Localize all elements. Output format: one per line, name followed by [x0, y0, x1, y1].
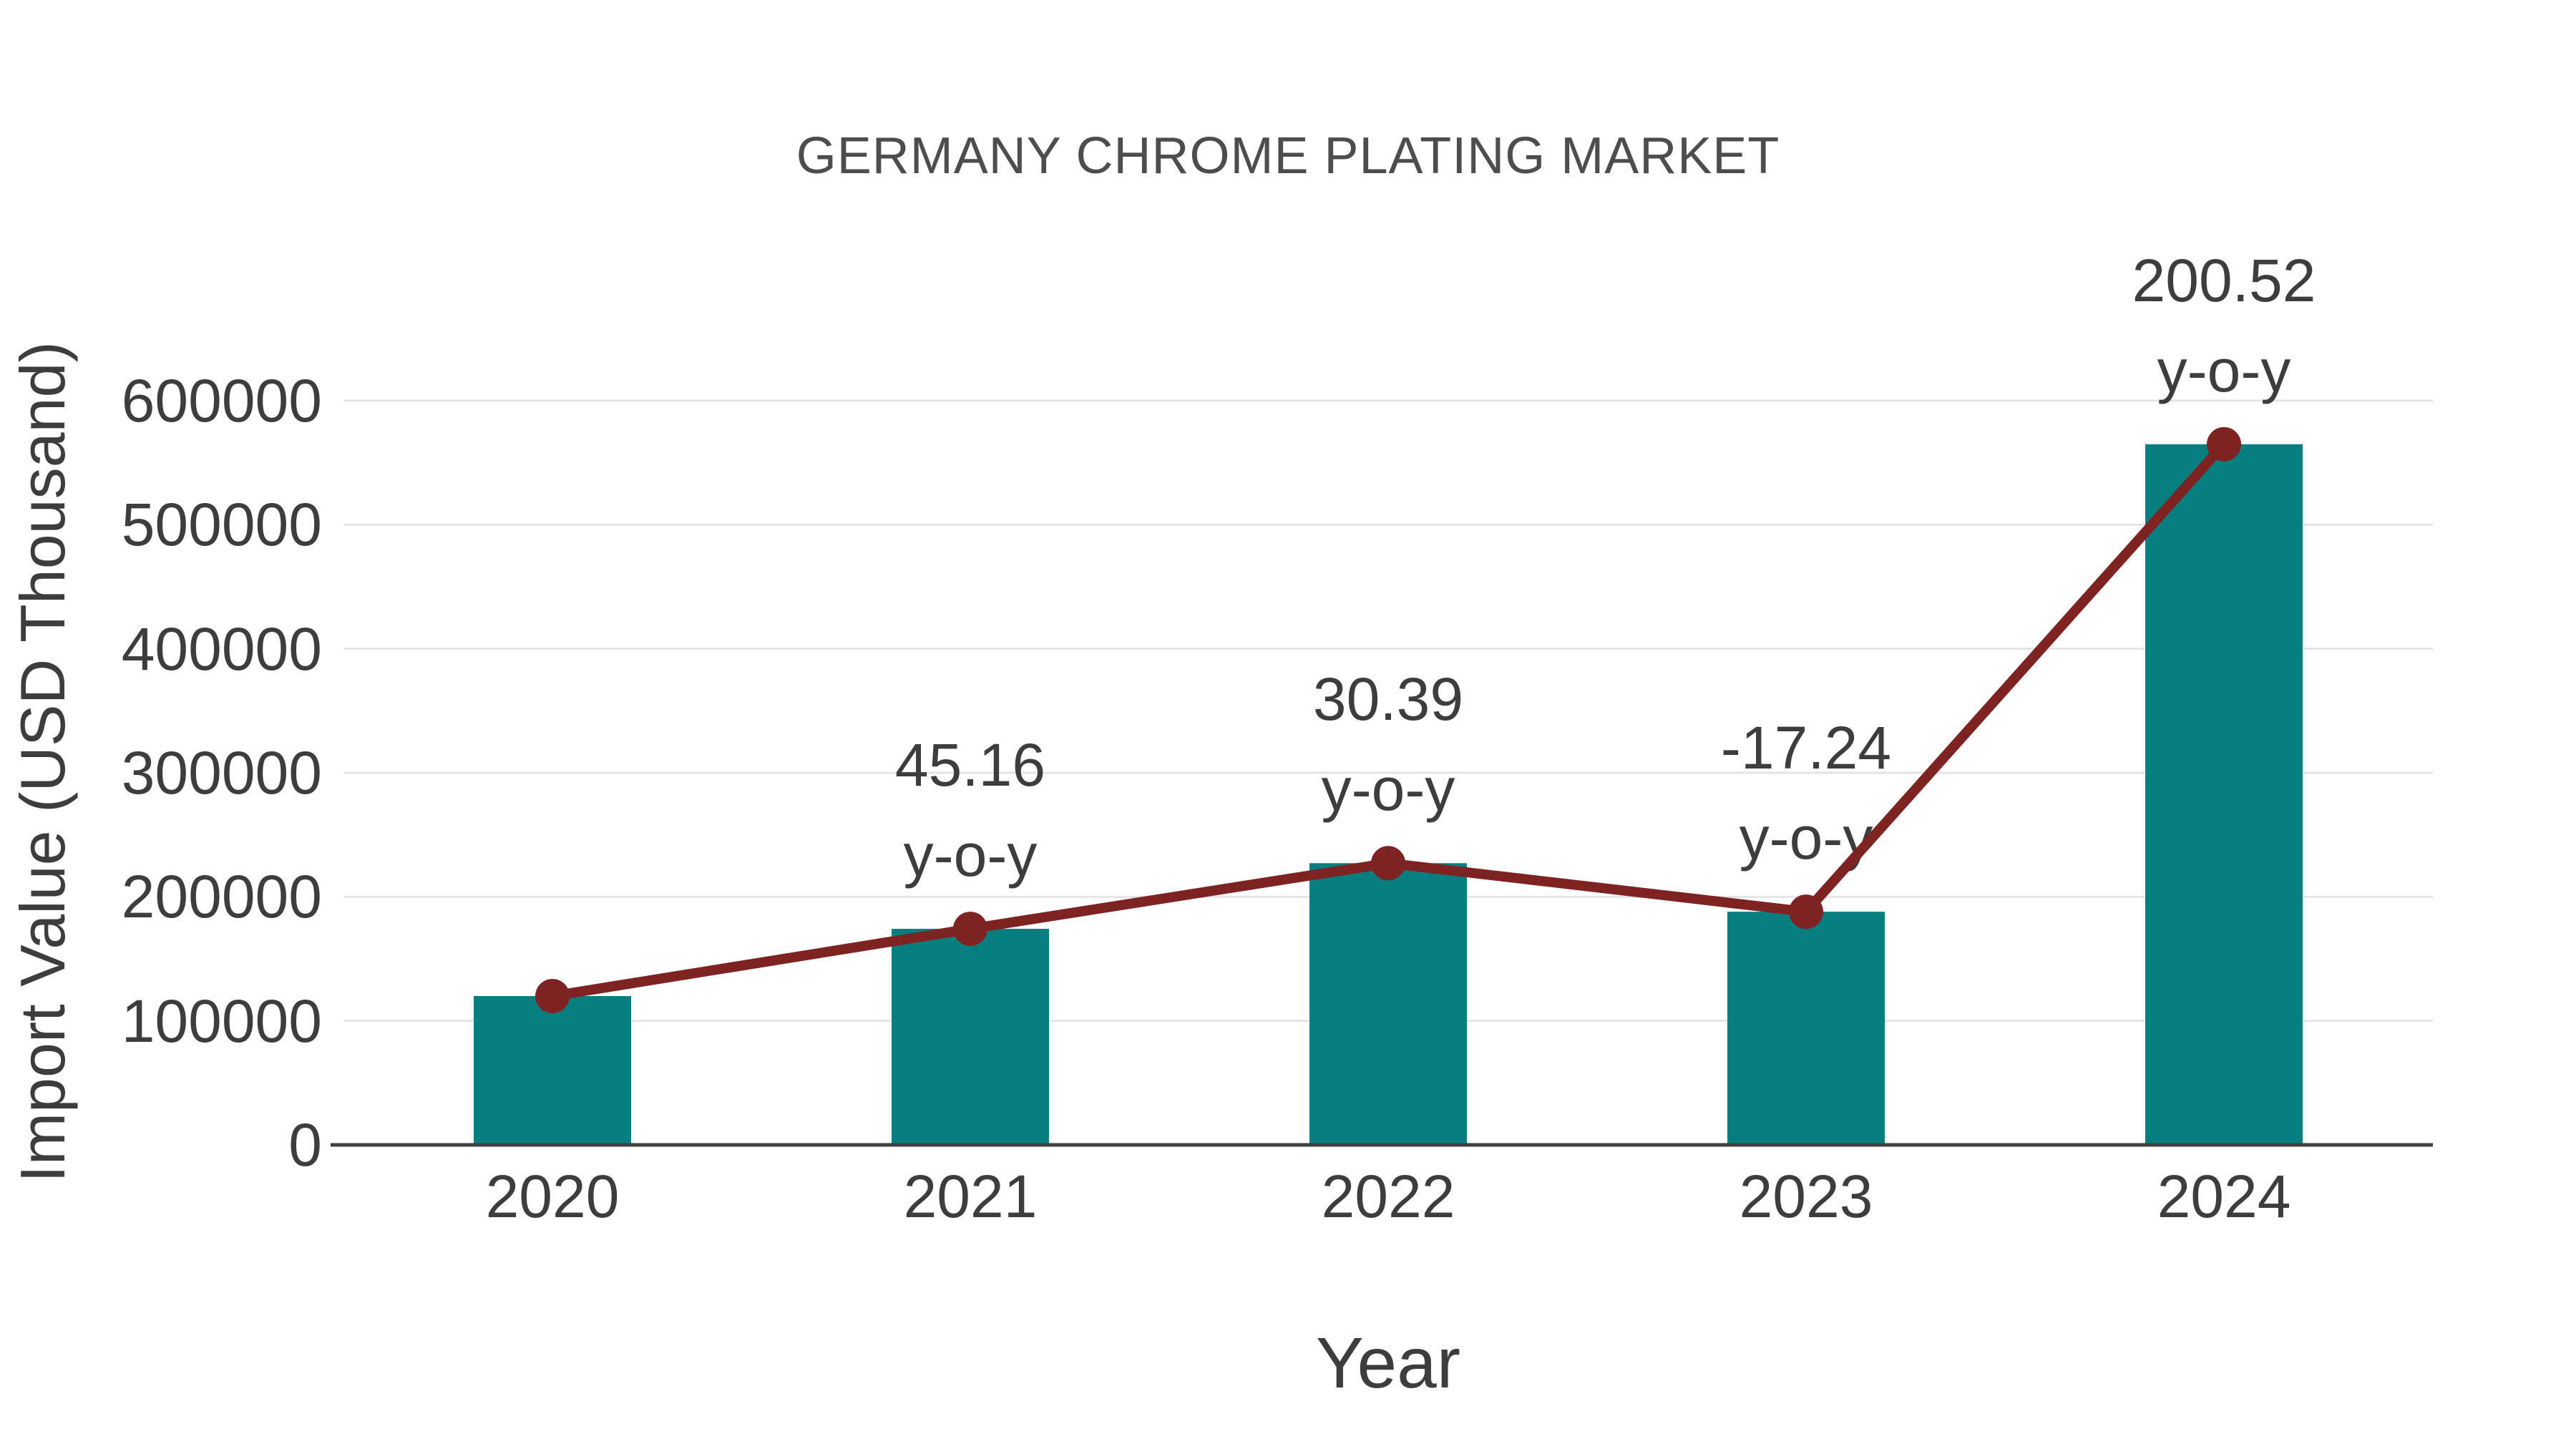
- yoy-suffix: y-o-y: [1739, 804, 1873, 872]
- x-tick-label-2022: 2022: [1321, 1163, 1455, 1230]
- y-tick-label-300000: 300000: [121, 739, 322, 806]
- yoy-suffix: y-o-y: [2157, 336, 2291, 404]
- y-tick-label-200000: 200000: [121, 863, 322, 931]
- y-tick-label-500000: 500000: [121, 491, 322, 559]
- chart-title: GERMANY CHROME PLATING MARKET: [796, 127, 1780, 185]
- yoy-annotation-2024: 200.52 y-o-y: [1974, 235, 2474, 416]
- y-tick-label-400000: 400000: [121, 615, 322, 683]
- yoy-value: -17.24: [1720, 714, 1892, 782]
- yoy-annotation-2023: -17.24 y-o-y: [1556, 703, 2057, 883]
- x-axis-title: Year: [1315, 1323, 1461, 1403]
- x-tick-label-2024: 2024: [2157, 1163, 2291, 1230]
- y-tick-label-600000: 600000: [121, 367, 322, 434]
- y-tick-label-0: 0: [288, 1111, 322, 1179]
- y-tick-label-100000: 100000: [121, 987, 322, 1055]
- x-tick-label-2021: 2021: [903, 1163, 1038, 1230]
- yoy-value: 200.52: [2132, 246, 2316, 314]
- x-tick-label-2020: 2020: [485, 1163, 620, 1230]
- x-tick-label-2023: 2023: [1739, 1163, 1873, 1230]
